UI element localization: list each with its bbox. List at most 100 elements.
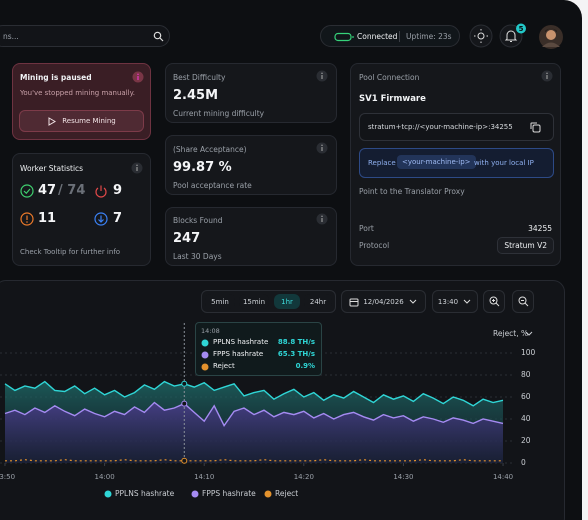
tooltip-name: FPPS hashrate — [213, 350, 264, 358]
theme-button[interactable] — [469, 24, 493, 48]
search-placeholder: ns... — [3, 32, 19, 41]
time: 13:40 — [437, 297, 459, 306]
idle-icon — [94, 212, 108, 226]
zoom-out[interactable] — [512, 290, 534, 313]
tooltip-value: 88.8 TH/s — [277, 338, 315, 346]
legend-swatch — [191, 490, 199, 498]
connection-status: Connected Uptime: 23s — [320, 25, 460, 47]
hover-point — [181, 400, 188, 407]
pool-title: Pool Connection — [359, 73, 420, 82]
search-icon — [153, 31, 164, 42]
info-icon[interactable] — [131, 162, 143, 174]
stat-card: Best Difficulty 2.45M Current mining dif… — [165, 63, 337, 123]
tooltip-time: 14:08 — [201, 327, 220, 335]
date: 12/04/2026 — [363, 297, 404, 306]
stat-value: 247 — [173, 231, 201, 246]
firmware: SV1 Firmware — [359, 94, 426, 104]
stat-title: Blocks Found — [173, 216, 223, 225]
info-icon[interactable] — [541, 70, 553, 82]
zoom-in[interactable] — [483, 290, 505, 313]
info-icon[interactable] — [316, 213, 328, 225]
stat-card: Blocks Found 247 Last 30 Days — [165, 207, 337, 266]
header-actions: 5 — [469, 23, 563, 49]
stat-caption: Pool acceptance rate — [173, 181, 252, 190]
y-tick-label: 40 — [521, 414, 531, 423]
mining-status-title: Mining is paused — [20, 73, 92, 82]
x-tick-label: 14:20 — [294, 473, 314, 481]
hint-code: <your-machine-ip> — [397, 155, 476, 169]
tooltip-value: 65.3 TH/s — [277, 350, 315, 358]
info-icon[interactable] — [316, 70, 328, 82]
legend-label: PPLNS hashrate — [115, 489, 175, 498]
range-button[interactable]: 5min — [205, 294, 235, 309]
hint-text: Replace — [368, 159, 396, 167]
mining-status-card: Mining is paused You've stopped mining m… — [12, 63, 151, 140]
chevron — [525, 331, 533, 336]
info-icon[interactable] — [132, 71, 144, 83]
pool-card: Pool Connection SV1 Firmware stratum+tcp… — [350, 63, 561, 266]
status-icon — [334, 32, 354, 42]
error-workers: 11 — [38, 211, 57, 226]
time-picker[interactable]: 13:40 — [432, 290, 478, 313]
protocol: Stratum V2 — [497, 237, 554, 254]
y-tick-label: 0 — [521, 458, 526, 467]
tooltip-value: 0.9% — [295, 362, 315, 370]
worker-stats-note: Check Tooltip for further info — [20, 248, 121, 256]
play-icon — [48, 116, 57, 126]
worker-stats-card: Worker Statistics 47 / 74 9 11 7 Check T… — [12, 153, 151, 266]
y-tick-label: 80 — [521, 370, 531, 379]
tooltip-name: PPLNS hashrate — [213, 338, 269, 346]
range-selector: 5min 15min 1hr 24hr — [201, 290, 336, 313]
chevron — [463, 299, 471, 304]
x-tick-label: 14:40 — [493, 473, 513, 481]
series-line — [5, 459, 503, 462]
offline-workers: 9 — [113, 183, 123, 198]
legend-label: Reject — [275, 489, 298, 498]
active-icon — [20, 184, 34, 198]
range-button[interactable]: 24hr — [304, 294, 332, 309]
idle-workers: 7 — [113, 211, 123, 226]
protocol-label: Protocol — [359, 241, 390, 250]
y-tick-label: 20 — [521, 436, 531, 445]
notification-badge — [516, 23, 526, 34]
x-tick-label: 14:30 — [393, 473, 413, 481]
x-tick-label: 14:10 — [194, 473, 214, 481]
url-box: stratum+tcp://<your-machine-ip>:34255 — [359, 113, 554, 141]
x-tick-label: 13:50 — [0, 473, 15, 481]
search-box[interactable]: ns... — [0, 25, 170, 47]
copy-button[interactable] — [530, 122, 541, 133]
stat-card: (Share Acceptance) 99.87 % Pool acceptan… — [165, 135, 337, 195]
y-tick-label: 100 — [521, 348, 536, 357]
resume-button[interactable]: Resume Mining — [19, 110, 144, 132]
y-tick-label: 60 — [521, 392, 531, 401]
resume-label: Resume Mining — [62, 117, 116, 125]
x-tick-label: 14:00 — [94, 473, 114, 481]
notification-count: 5 — [519, 25, 524, 33]
range-button[interactable]: 1hr — [274, 294, 300, 309]
hover-point — [181, 457, 188, 464]
port: 34255 — [528, 224, 552, 233]
mining-status-message: You've stopped mining manually. — [20, 89, 135, 97]
stat-title: (Share Acceptance) — [173, 145, 247, 154]
hint-text: with your local IP — [474, 159, 534, 167]
legend-swatch — [264, 490, 272, 498]
series-line — [4, 401, 504, 427]
stat-caption: Current mining difficulty — [173, 109, 265, 118]
range-button[interactable]: 15min — [239, 294, 269, 309]
status-text: Connected — [357, 32, 398, 41]
active-workers: 47 — [38, 183, 57, 198]
series-line — [4, 380, 504, 407]
tooltip: 14:08 PPLNS hashrate 88.8 TH/s FPPS hash… — [195, 322, 322, 376]
chevron — [409, 299, 417, 304]
stat-value: 2.45M — [173, 88, 219, 103]
port-label: Port — [359, 224, 374, 233]
pool-url: stratum+tcp://<your-machine-ip>:34255 — [368, 123, 513, 131]
calendar-icon — [349, 298, 359, 306]
info-icon[interactable] — [316, 142, 328, 154]
chart: Reject, % 0 20 40 60 80 100 13:50 14:00 14:10 14:… — [0, 323, 536, 498]
stat-title: Best Difficulty — [173, 73, 226, 82]
offline-icon — [95, 185, 107, 198]
date-picker[interactable]: 12/04/2026 — [341, 290, 426, 313]
hint-box: Replace <your-machine-ip> with your loca… — [359, 148, 554, 178]
